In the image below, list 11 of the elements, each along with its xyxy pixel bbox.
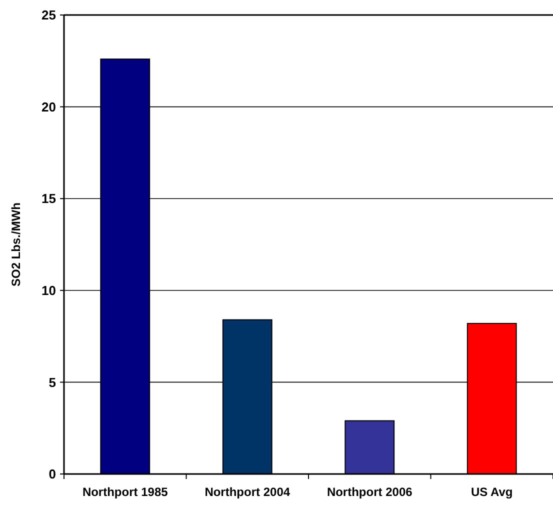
- x-tick-label: US Avg: [470, 485, 513, 499]
- y-tick-label: 25: [42, 8, 56, 23]
- y-tick-label: 15: [42, 191, 56, 206]
- y-tick-label: 10: [42, 282, 56, 298]
- y-tick-label: 5: [48, 374, 56, 390]
- x-tick-label: Northport 1985: [82, 485, 168, 499]
- x-tick-label: Northport 2004: [204, 485, 290, 499]
- y-axis-title: SO2 Lbs./MWh: [9, 202, 23, 286]
- y-tick-label: 0: [48, 466, 56, 482]
- x-tick-label: Northport 2006: [326, 485, 413, 499]
- y-tick-label: 20: [42, 99, 56, 114]
